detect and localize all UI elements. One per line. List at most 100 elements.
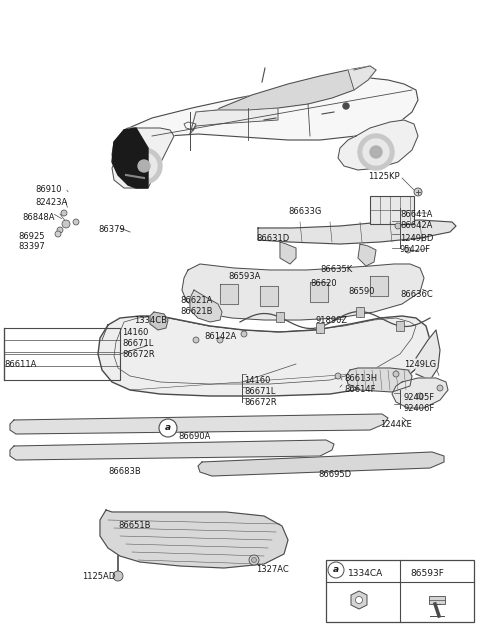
Text: 86695D: 86695D: [318, 470, 351, 479]
Text: 1125KP: 1125KP: [368, 172, 400, 181]
Polygon shape: [112, 128, 148, 188]
Text: 95420F: 95420F: [400, 245, 431, 254]
Text: 86614F: 86614F: [344, 385, 375, 394]
Bar: [4, 328, 120, 380]
Text: 86142A: 86142A: [204, 332, 236, 341]
Bar: [276, 312, 284, 322]
Polygon shape: [112, 128, 174, 188]
Text: 86621A: 86621A: [180, 296, 212, 305]
Polygon shape: [198, 452, 444, 476]
Polygon shape: [150, 312, 168, 330]
Ellipse shape: [358, 134, 394, 170]
Text: 92405F: 92405F: [404, 393, 435, 402]
Circle shape: [356, 597, 362, 603]
Text: 1125AD: 1125AD: [82, 572, 115, 581]
Text: 86925: 86925: [18, 232, 45, 241]
Polygon shape: [220, 284, 238, 304]
Polygon shape: [429, 596, 445, 604]
Text: 86910: 86910: [35, 185, 61, 194]
Polygon shape: [10, 414, 388, 434]
Ellipse shape: [363, 139, 389, 165]
Polygon shape: [416, 330, 440, 380]
Text: 86636C: 86636C: [400, 290, 433, 299]
Circle shape: [437, 385, 443, 391]
Bar: [316, 322, 324, 333]
Polygon shape: [351, 591, 367, 609]
Circle shape: [62, 220, 70, 228]
Text: 86613H: 86613H: [344, 374, 377, 383]
Bar: [326, 560, 474, 622]
Circle shape: [217, 337, 223, 343]
Circle shape: [395, 223, 401, 229]
Polygon shape: [258, 220, 456, 244]
Polygon shape: [346, 368, 412, 392]
Polygon shape: [190, 66, 376, 134]
Text: 86848A: 86848A: [22, 213, 55, 222]
Text: a: a: [333, 565, 339, 574]
Text: 86590: 86590: [348, 287, 374, 296]
Text: 1334CA: 1334CA: [348, 569, 383, 578]
Circle shape: [414, 188, 422, 196]
Circle shape: [61, 210, 67, 216]
Circle shape: [328, 562, 344, 578]
Polygon shape: [280, 242, 296, 264]
Text: 86631D: 86631D: [256, 234, 289, 243]
Ellipse shape: [138, 160, 150, 172]
Text: 86621B: 86621B: [180, 307, 213, 316]
Bar: [356, 306, 364, 317]
Circle shape: [335, 373, 341, 379]
Text: 91890Z: 91890Z: [316, 316, 348, 325]
Circle shape: [193, 337, 199, 343]
Polygon shape: [182, 264, 424, 320]
Text: 86611A: 86611A: [4, 360, 36, 369]
Text: 92406F: 92406F: [404, 404, 435, 413]
Text: 14160: 14160: [122, 328, 148, 337]
Text: 86690A: 86690A: [178, 432, 210, 441]
Polygon shape: [338, 120, 418, 170]
Text: 1334CB: 1334CB: [134, 316, 167, 325]
Text: 86651B: 86651B: [118, 521, 151, 530]
Circle shape: [417, 393, 423, 399]
Text: 82423A: 82423A: [35, 198, 67, 207]
Polygon shape: [260, 286, 278, 306]
Polygon shape: [112, 78, 418, 188]
Circle shape: [343, 103, 349, 109]
Polygon shape: [392, 378, 448, 408]
Polygon shape: [190, 290, 222, 322]
Bar: [370, 196, 414, 224]
Polygon shape: [100, 510, 288, 568]
Text: 86593F: 86593F: [410, 569, 444, 578]
Text: a: a: [165, 424, 171, 433]
Text: 86620: 86620: [310, 279, 336, 288]
Text: 86593A: 86593A: [228, 272, 260, 281]
Text: 1244KE: 1244KE: [380, 420, 412, 429]
Polygon shape: [370, 276, 388, 296]
Circle shape: [113, 571, 123, 581]
Circle shape: [57, 227, 63, 233]
Polygon shape: [358, 244, 376, 266]
Text: 86672R: 86672R: [244, 398, 276, 407]
Circle shape: [405, 247, 411, 253]
Text: 86641A: 86641A: [400, 210, 432, 219]
Text: 1249BD: 1249BD: [400, 234, 433, 243]
Ellipse shape: [370, 146, 382, 158]
Text: 86635K: 86635K: [320, 265, 352, 274]
Text: 86683B: 86683B: [108, 467, 141, 476]
Polygon shape: [10, 440, 334, 460]
Polygon shape: [190, 108, 278, 134]
Polygon shape: [98, 316, 430, 396]
Ellipse shape: [126, 148, 162, 184]
Circle shape: [249, 555, 259, 565]
Ellipse shape: [131, 153, 157, 179]
Text: 1327AC: 1327AC: [256, 565, 289, 574]
Text: 86642A: 86642A: [400, 221, 432, 230]
Text: 83397: 83397: [18, 242, 45, 251]
Circle shape: [73, 219, 79, 225]
Text: 86672R: 86672R: [122, 350, 155, 359]
Text: 86671L: 86671L: [244, 387, 276, 396]
Polygon shape: [310, 282, 328, 302]
Circle shape: [159, 419, 177, 437]
Circle shape: [55, 231, 61, 237]
Circle shape: [241, 331, 247, 337]
Circle shape: [393, 371, 399, 377]
